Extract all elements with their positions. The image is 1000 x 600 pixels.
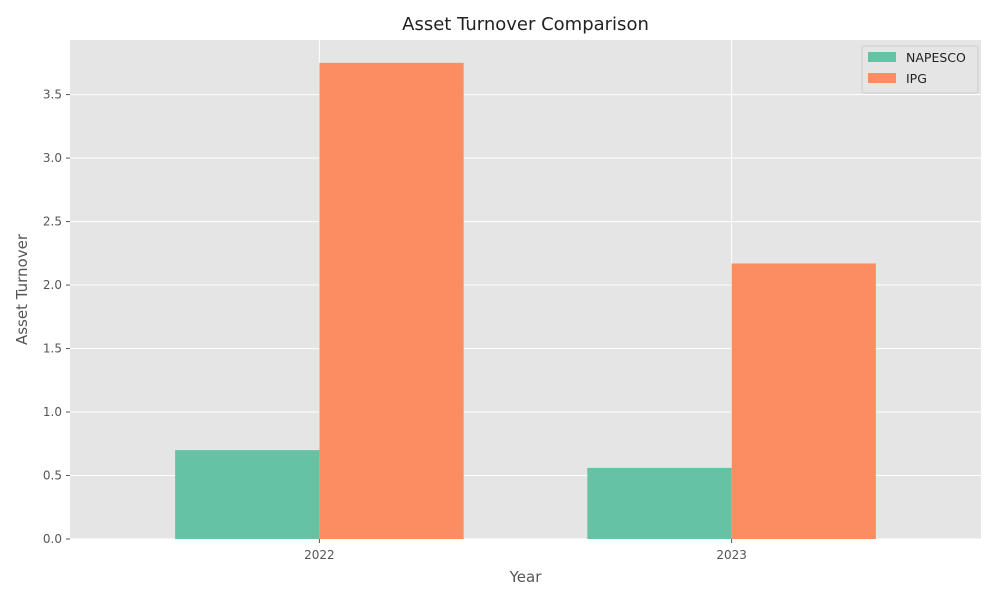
bar-ipg-2023 — [731, 263, 876, 539]
y-tick-label: 2.5 — [43, 215, 62, 229]
legend-label-napesco: NAPESCO — [906, 50, 966, 65]
y-tick-label: 3.5 — [43, 88, 62, 102]
bar-napesco-2023 — [587, 467, 732, 539]
x-tick-label: 2023 — [716, 548, 747, 562]
bar-ipg-2022 — [319, 62, 464, 540]
x-axis-ticks: 2022 2023 — [304, 539, 747, 562]
legend-label-ipg: IPG — [906, 71, 927, 86]
y-tick-label: 1.0 — [43, 405, 62, 419]
legend-swatch-napesco — [868, 52, 896, 62]
y-axis-ticks: 0.0 0.5 1.0 1.5 2.0 2.5 3.0 3.5 — [43, 88, 70, 546]
bars — [175, 62, 876, 540]
x-axis-label: Year — [509, 568, 543, 586]
y-tick-label: 3.0 — [43, 151, 62, 165]
y-axis-label: Asset Turnover — [13, 233, 31, 345]
y-tick-label: 2.0 — [43, 278, 62, 292]
chart-title: Asset Turnover Comparison — [402, 14, 649, 35]
y-tick-label: 0.0 — [43, 532, 62, 546]
bar-napesco-2022 — [175, 450, 320, 539]
y-tick-label: 1.5 — [43, 342, 62, 356]
legend: NAPESCO IPG — [861, 45, 979, 94]
legend-swatch-ipg — [868, 73, 896, 83]
x-tick-label: 2022 — [304, 548, 335, 562]
y-tick-label: 0.5 — [43, 469, 62, 483]
